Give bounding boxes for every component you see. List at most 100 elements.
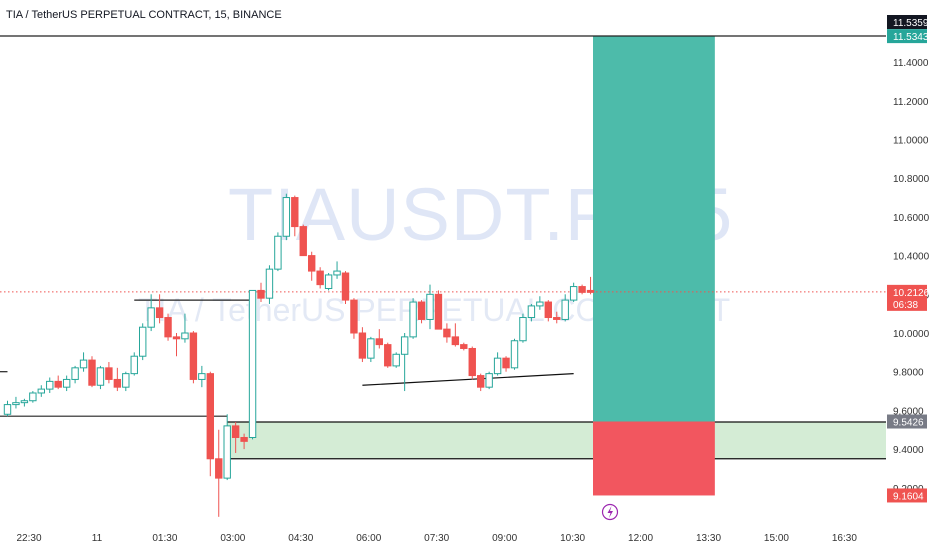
candle <box>147 307 155 328</box>
entry-price-tag-bg <box>887 414 927 429</box>
target-price-tag: 11.5343 <box>893 32 929 43</box>
x-tick-label: 13:30 <box>696 533 721 544</box>
candle <box>350 299 358 334</box>
candle <box>282 197 291 237</box>
candle <box>299 226 307 257</box>
candle <box>451 336 460 346</box>
trendline <box>362 373 574 386</box>
entry-price-tag: 9.5426 <box>893 418 924 429</box>
candle <box>215 458 223 479</box>
candle <box>417 301 426 320</box>
candle <box>375 338 384 346</box>
candle <box>62 378 71 388</box>
candle <box>553 317 561 320</box>
candle <box>578 286 586 293</box>
candle <box>139 326 147 357</box>
candle <box>122 373 130 388</box>
candle <box>358 332 367 359</box>
candle <box>223 425 231 479</box>
x-tick-label: 04:30 <box>288 533 313 544</box>
candle <box>510 340 519 369</box>
candle <box>231 425 240 438</box>
candle <box>257 289 265 299</box>
candle <box>324 274 333 289</box>
y-tick-label: 11.0000 <box>893 136 929 147</box>
y-tick-label: 10.4000 <box>893 252 930 263</box>
chart-title: TIA / TetherUS PERPETUAL CONTRACT, 15, B… <box>6 9 282 21</box>
candle <box>291 197 299 228</box>
candle <box>527 305 536 319</box>
x-tick-label: 06:00 <box>356 533 381 544</box>
candle <box>384 344 392 367</box>
x-tick-label: 16:30 <box>832 533 857 544</box>
x-tick-label: 10:30 <box>560 533 585 544</box>
candle <box>54 380 62 388</box>
candle <box>29 392 37 402</box>
candle <box>544 301 552 319</box>
candle <box>71 367 79 380</box>
candle <box>400 336 409 355</box>
candle <box>240 436 248 442</box>
candle <box>485 373 493 388</box>
x-tick-label: 15:00 <box>764 533 789 544</box>
candle <box>367 338 375 359</box>
candle <box>46 380 54 390</box>
candle <box>130 355 138 375</box>
top-price-tag-bg <box>887 15 927 29</box>
candle <box>265 268 274 299</box>
candle <box>105 367 113 380</box>
candle <box>164 317 172 338</box>
x-tick-label: 11 <box>92 533 103 544</box>
y-tick-label: 11.2000 <box>893 97 929 108</box>
candle <box>248 289 257 438</box>
candle <box>426 293 434 320</box>
lightning-icon <box>607 506 613 518</box>
candle <box>316 270 324 286</box>
y-tick-label: 9.8000 <box>893 368 924 379</box>
candle <box>88 359 96 386</box>
candle <box>519 317 527 342</box>
x-tick-label: 22:30 <box>16 533 41 544</box>
candle <box>172 336 181 340</box>
candle <box>155 307 164 319</box>
candle <box>181 332 189 340</box>
stop-price-tag: 9.1604 <box>893 491 924 502</box>
current-price-tag-countdown: 06:38 <box>893 300 918 311</box>
candle <box>477 375 485 388</box>
target-price-tag-bg <box>887 29 927 44</box>
y-tick-label: 10.8000 <box>893 174 930 185</box>
candle <box>206 373 215 460</box>
top-price-tag: 11.5359 <box>893 18 929 29</box>
stop-price-tag-bg <box>887 488 927 503</box>
candle <box>20 400 29 404</box>
candle <box>460 344 468 349</box>
y-tick-label: 11.4000 <box>893 58 929 69</box>
candle <box>468 347 476 377</box>
candle <box>308 255 316 272</box>
y-tick-label: 9.4000 <box>893 445 924 456</box>
y-tick-label: 10.0000 <box>893 329 930 340</box>
candle <box>37 388 45 394</box>
candle <box>189 332 198 380</box>
candle <box>502 357 510 369</box>
candle <box>561 299 569 320</box>
y-tick-label: 9.6000 <box>893 406 924 417</box>
x-tick-label: 01:30 <box>152 533 177 544</box>
candle <box>434 293 443 330</box>
candle <box>409 301 417 338</box>
x-tick-label: 09:00 <box>492 533 517 544</box>
candle <box>333 270 341 276</box>
profit-area <box>593 36 715 422</box>
current-price-tag-bg <box>887 284 927 311</box>
candle <box>392 353 400 367</box>
stop-loss-area <box>593 421 715 496</box>
y-tick-label: 10.6000 <box>893 213 930 224</box>
candle <box>569 286 578 301</box>
candle <box>3 404 12 415</box>
candle <box>443 328 451 338</box>
candle <box>493 357 502 375</box>
candle <box>79 359 88 369</box>
current-price-tag: 10.2126 <box>893 288 930 299</box>
candle <box>12 402 20 406</box>
